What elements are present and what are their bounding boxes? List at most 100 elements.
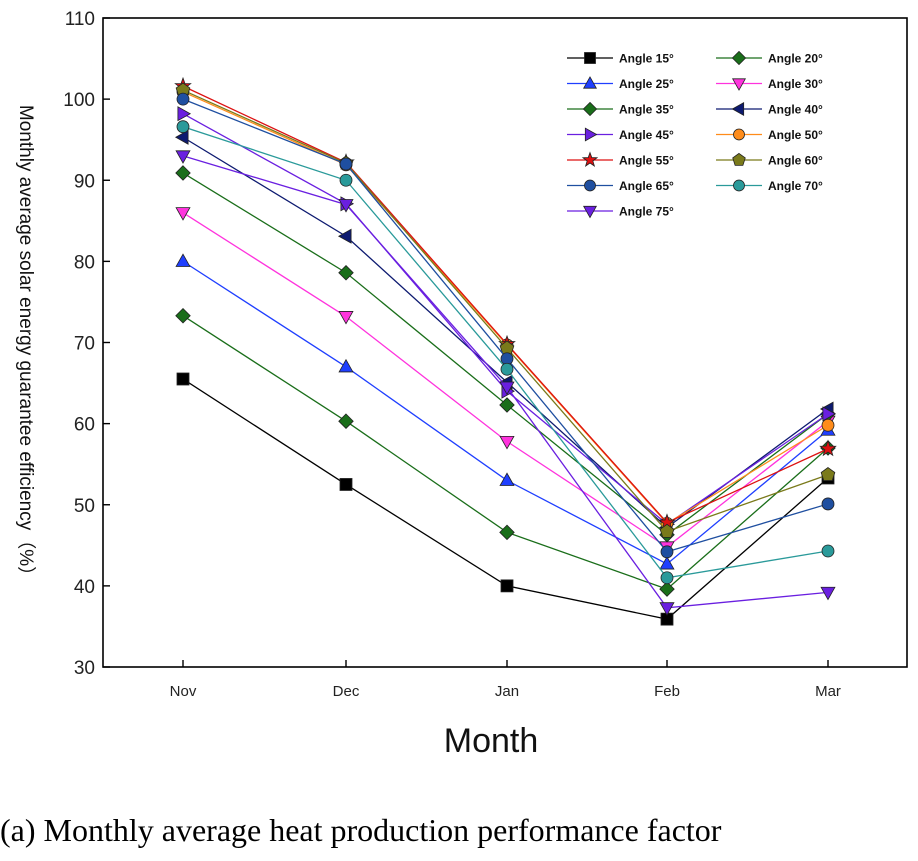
pentagon-marker [732,152,746,166]
legend-label: Angle 45° [619,128,674,142]
circle-marker [339,157,353,171]
square-marker [584,52,596,64]
x-tick-label: Jan [495,683,519,700]
circle-marker [821,418,835,432]
legend-item: Angle 65° [567,179,674,193]
diamond-marker [731,50,747,66]
x-axis: Nov Dec Jan Feb Mar [170,660,841,700]
series-15-deg [176,372,835,626]
legend-label: Angle 30° [768,77,823,91]
legend-item: Angle 35° [567,101,674,117]
series-line [182,113,829,526]
legend-item: Angle 55° [567,151,674,168]
circle-marker [176,120,190,134]
y-axis: 30 40 50 60 70 80 90 100 110 [63,9,110,679]
legend-label: Angle 15° [619,52,674,66]
triangle-down-marker [659,602,675,616]
series-70-deg [176,120,835,585]
series-60-deg [175,82,836,538]
legend-item: Angle 70° [716,179,823,193]
circle-marker [176,92,190,106]
legend-label: Angle 55° [619,154,674,168]
circle-marker [821,497,835,511]
legend: Angle 15° Angle 20° Angle 25° Angle 30° Angl… [567,50,823,219]
triangle-right-marker [177,106,192,122]
series-45-deg [177,106,837,532]
circle-marker [660,545,674,559]
y-tick-label: 80 [74,252,95,273]
triangle-down-marker [582,205,598,219]
circle-marker [733,179,745,192]
legend-item: Angle 30° [716,77,823,91]
triangle-up-marker [659,555,675,570]
y-tick-label: 110 [65,9,95,30]
series-line [182,260,829,565]
legend-item: Angle 25° [567,76,674,91]
diamond-marker [499,397,515,413]
x-tick-label: Feb [654,683,680,700]
triangle-down-marker [175,207,191,221]
series-20-deg [175,307,836,597]
y-tick-label: 90 [74,171,95,192]
series-50-deg [176,85,835,530]
legend-item: Angle 15° [567,52,674,66]
triangle-down-marker [731,78,747,91]
circle-marker [339,173,353,187]
legend-label: Angle 35° [619,103,674,117]
y-tick-label: 30 [74,658,95,679]
x-axis-title: Month [444,722,539,760]
series-line [182,85,829,524]
square-marker [339,478,353,491]
series-55-deg [174,76,837,531]
triangle-up-marker [582,76,598,89]
legend-label: Angle 75° [619,205,674,219]
legend-label: Angle 60° [768,154,823,168]
legend-label: Angle 20° [768,52,823,66]
star-marker [581,151,599,167]
x-tick-label: Dec [333,683,360,700]
triangle-down-marker [175,150,191,164]
legend-label: Angle 70° [768,179,823,193]
triangle-up-marker [175,253,191,267]
triangle-right-marker [822,406,837,422]
y-tick-label: 100 [63,90,95,111]
triangle-up-marker [499,472,515,486]
pentagon-marker [659,523,675,538]
diamond-marker [338,413,354,429]
legend-label: Angle 25° [619,77,674,91]
legend-item: Angle 45° [567,127,674,142]
diamond-marker [499,524,515,541]
series-65-deg [176,92,835,559]
series-40-deg [174,129,834,536]
triangle-down-marker [338,311,354,325]
legend-label: Angle 40° [768,103,823,117]
y-axis-title: Monthly average solar energy guarantee e… [15,105,37,585]
diamond-marker [582,101,598,117]
chart: 30 40 50 60 70 80 90 100 110 Nov Dec Jan Feb Mar Ang… [15,9,908,760]
figure-caption: (a) Monthly average heat production perf… [0,812,722,848]
circle-marker [500,362,514,376]
circle-marker [660,571,674,585]
series-line [182,89,829,533]
series-line [182,91,829,525]
triangle-left-marker [731,101,745,117]
triangle-down-marker [499,381,515,396]
x-tick-label: Nov [170,683,197,700]
square-marker [500,579,514,593]
series-30-deg [175,207,836,555]
triangle-down-marker [820,586,836,601]
square-marker [176,372,190,386]
diamond-marker [175,165,191,181]
legend-label: Angle 50° [768,128,823,142]
y-tick-label: 50 [74,496,95,517]
y-tick-label: 40 [74,577,95,598]
triangle-up-marker [338,358,354,373]
circle-marker [821,544,835,558]
series-line [182,136,829,529]
diamond-marker [338,264,354,281]
circle-marker [733,128,745,141]
triangle-down-marker [499,435,515,450]
circle-marker [584,179,596,192]
series-75-deg [175,150,836,616]
triangle-left-marker [174,129,189,145]
